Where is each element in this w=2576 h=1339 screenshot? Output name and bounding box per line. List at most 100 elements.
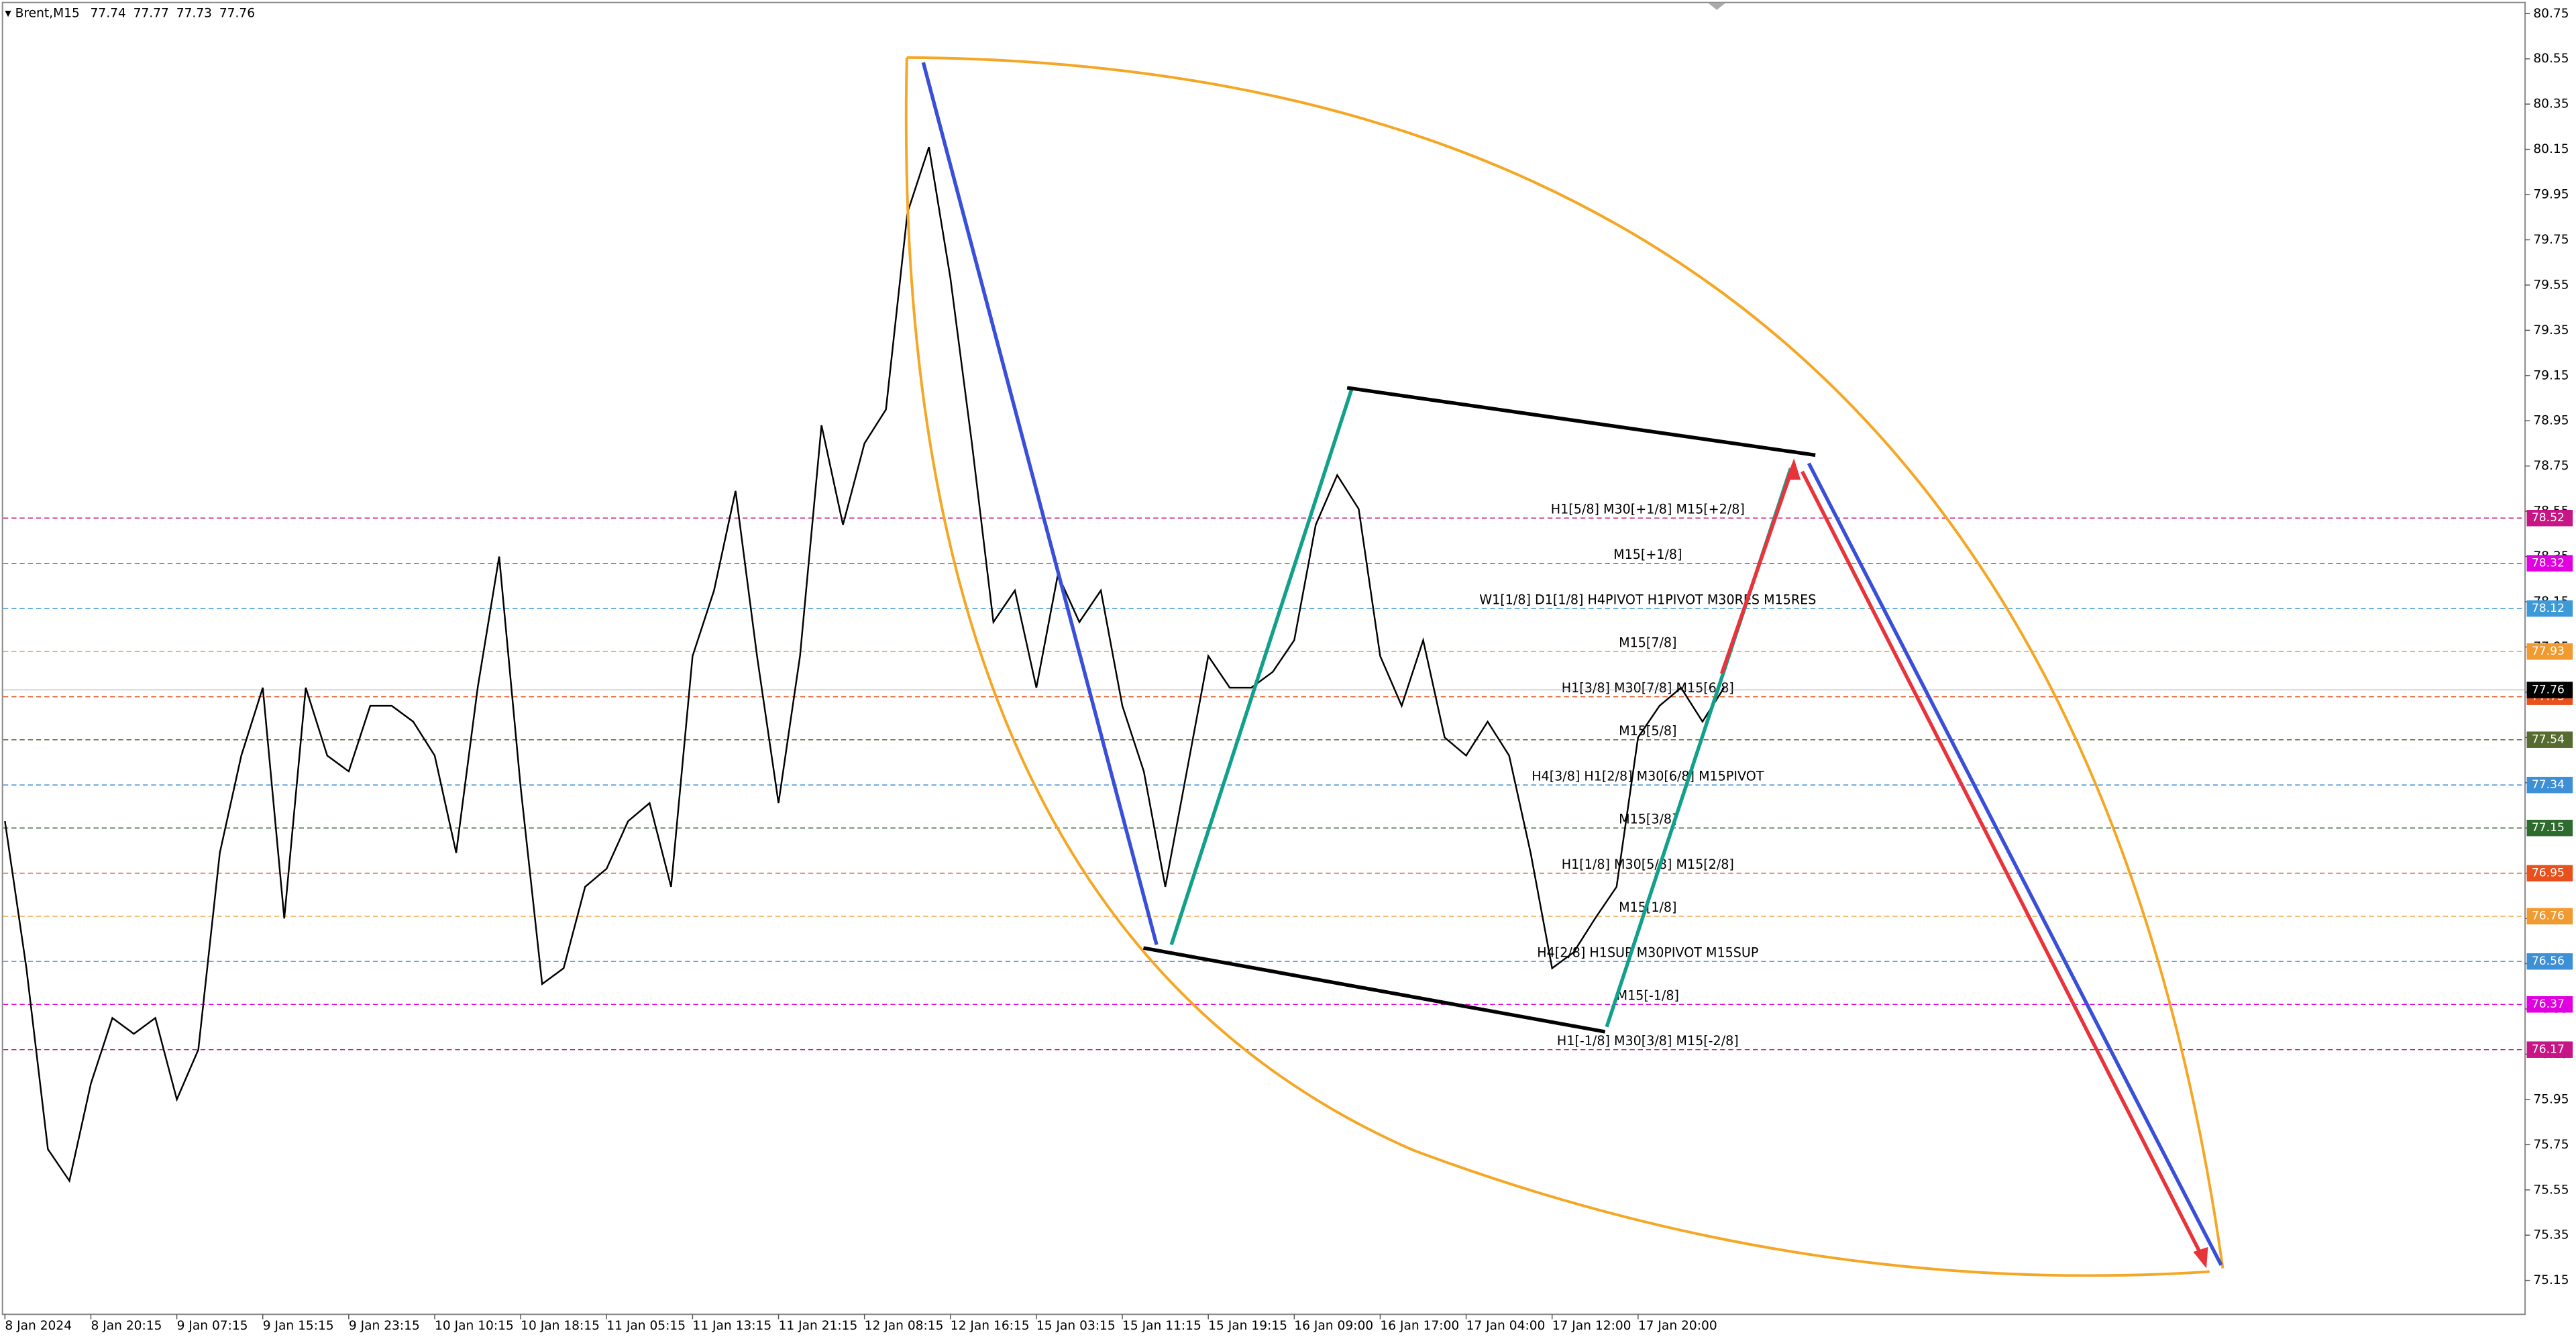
current-price-label: 77.76	[2532, 684, 2565, 697]
x-tick-label: 9 Jan 15:15	[263, 1319, 334, 1333]
level-box	[2526, 643, 2573, 660]
symbol: Brent,M15	[15, 6, 80, 20]
level-label: W1[1/8] D1[1/8] H4PIVOT H1PIVOT M30RES M…	[1479, 592, 1816, 607]
level-box-label: 78.32	[2532, 557, 2565, 570]
x-tick-label: 16 Jan 17:00	[1380, 1319, 1459, 1333]
arrow-head	[2193, 1246, 2208, 1269]
level-label: H1[-1/8] M30[3/8] M15[-2/8]	[1557, 1033, 1739, 1049]
ohlc-value: 77.74	[91, 6, 126, 20]
level-box-label: 77.34	[2532, 778, 2565, 792]
level-box	[2526, 510, 2573, 527]
level-box-label: 76.76	[2532, 910, 2565, 923]
y-tick-label: 80.55	[2533, 52, 2569, 66]
y-tick-label: 75.95	[2533, 1092, 2569, 1106]
y-tick-label: 79.15	[2533, 368, 2569, 382]
x-tick-label: 17 Jan 20:00	[1638, 1319, 1717, 1333]
level-box	[2526, 1041, 2573, 1058]
y-tick-label: 80.35	[2533, 97, 2569, 111]
scroll-marker	[1708, 3, 1725, 10]
y-tick-label: 79.35	[2533, 323, 2569, 337]
header: ▾ Brent,M15 77.74 77.77 77.73 77.76	[5, 6, 255, 20]
level-box	[2526, 996, 2573, 1013]
projection-line	[1807, 462, 2223, 1266]
y-tick-label: 79.75	[2533, 233, 2569, 247]
x-tick-label: 15 Jan 19:15	[1208, 1319, 1287, 1333]
x-tick-label: 11 Jan 13:15	[692, 1319, 771, 1333]
level-box-label: 77.15	[2532, 821, 2565, 835]
level-box	[2526, 731, 2573, 748]
price-axis: 80.75 80.55 80.35 80.15 79.95 79.75 79.55 79.35…	[4, 7, 2573, 1333]
level-box-label: 76.56	[2532, 955, 2565, 968]
level-label: M15[5/8]	[1619, 723, 1676, 739]
wave-line	[921, 62, 1159, 945]
y-tick-label: 75.35	[2533, 1228, 2569, 1242]
x-tick-label: 8 Jan 20:15	[91, 1319, 162, 1333]
level-box-label: 76.95	[2532, 867, 2565, 880]
level-box-label: 76.17	[2532, 1043, 2565, 1057]
x-tick-label: 12 Jan 16:15	[951, 1319, 1030, 1333]
x-tick-label: 11 Jan 05:15	[606, 1319, 686, 1333]
y-tick-label: 80.15	[2533, 142, 2569, 156]
y-tick-label: 80.75	[2533, 7, 2569, 21]
level-label: M15[+1/8]	[1613, 547, 1682, 562]
arc-upper	[906, 56, 2224, 1269]
wave-line	[1169, 387, 1354, 946]
level-box	[2526, 819, 2573, 837]
level-box	[2526, 865, 2573, 881]
y-tick-label: 75.15	[2533, 1273, 2569, 1287]
x-tick-label: 10 Jan 18:15	[521, 1319, 600, 1333]
x-tick-label: 12 Jan 08:15	[865, 1319, 944, 1333]
channel-line	[1143, 946, 1606, 1034]
level-label: M15[7/8]	[1619, 635, 1676, 650]
arc-lower	[904, 57, 2210, 1277]
x-tick-label: 10 Jan 10:15	[435, 1319, 514, 1333]
level-box	[2526, 600, 2573, 617]
level-label: H4[2/8] H1SUP M30PIVOT M15SUP	[1537, 945, 1758, 960]
y-tick-label: 78.75	[2533, 459, 2569, 473]
x-tick-label: 9 Jan 07:15	[177, 1319, 248, 1333]
ohlc-value: 77.77	[133, 6, 169, 20]
y-tick-label: 78.95	[2533, 414, 2569, 428]
header-arrow: ▾	[5, 6, 15, 20]
x-tick-label: 15 Jan 03:15	[1036, 1319, 1116, 1333]
x-tick-label: 16 Jan 09:00	[1294, 1319, 1373, 1333]
level-box-label: 78.12	[2532, 602, 2565, 615]
x-tick-label: 11 Jan 21:15	[779, 1319, 858, 1333]
level-label: M15[3/8]	[1619, 811, 1676, 826]
level-label: H1[1/8] M30[5/8] M15[2/8]	[1562, 857, 1734, 872]
drawings	[904, 56, 2224, 1277]
y-tick-label: 75.55	[2533, 1183, 2569, 1197]
level-label: H1[5/8] M30[+1/8] M15[+2/8]	[1551, 502, 1745, 517]
plot-frame	[1, 1, 2526, 1316]
level-box	[2526, 776, 2573, 794]
level-box-label: 76.37	[2532, 998, 2565, 1011]
level-box-label: 78.52	[2532, 511, 2565, 525]
level-label: H1[3/8] M30[7/8] M15[6/8]	[1562, 680, 1734, 696]
projection-line	[1719, 462, 1796, 674]
x-tick-label: 17 Jan 12:00	[1552, 1319, 1631, 1333]
ohlc-value: 77.76	[219, 6, 255, 20]
y-tick-label: 79.95	[2533, 188, 2569, 202]
channel-line	[1346, 386, 1816, 458]
level-box-label: 77.54	[2532, 733, 2565, 747]
level-box	[2526, 953, 2573, 970]
price-line	[4, 146, 1725, 1183]
level-box-label: 77.93	[2532, 645, 2565, 658]
level-box	[2526, 555, 2573, 572]
price	[4, 146, 1725, 1183]
y-tick-label: 79.55	[2533, 278, 2569, 292]
level-label: H4[3/8] H1[2/8] M30[6/8] M15PIVOT	[1532, 768, 1764, 784]
x-tick-label: 15 Jan 11:15	[1122, 1319, 1201, 1333]
levels: H1[5/8] M30[+1/8] M15[+2/8] M15[+1/8] W1[1…	[3, 502, 2526, 1051]
projection-line	[1801, 470, 2206, 1263]
arrow-head	[1786, 458, 1801, 480]
level-box	[2526, 908, 2573, 924]
current-price-box	[2526, 682, 2573, 698]
y-tick-label: 75.75	[2533, 1138, 2569, 1152]
x-tick-label: 17 Jan 04:00	[1466, 1319, 1546, 1333]
level-label: M15[-1/8]	[1617, 988, 1679, 1004]
x-tick-label: 8 Jan 2024	[5, 1319, 72, 1333]
